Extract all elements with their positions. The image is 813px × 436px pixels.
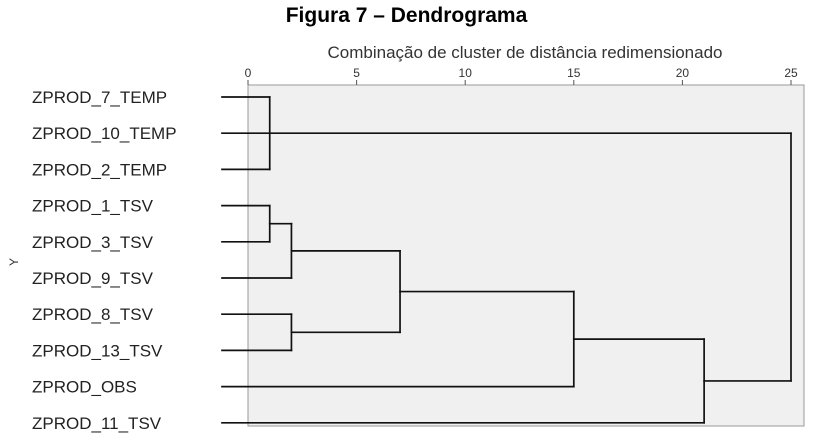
x-tick-label: 15 [567, 66, 581, 80]
figure-title: Figura 7 – Dendrograma [285, 4, 528, 27]
leaf-label: ZPROD_13_TSV [32, 341, 163, 360]
plot-area [247, 84, 805, 427]
leaf-label: ZPROD_7_TEMP [32, 88, 167, 107]
x-tick-label: 5 [353, 66, 360, 80]
leaf-label: ZPROD_10_TEMP [32, 124, 177, 143]
leaf-label: ZPROD_2_TEMP [32, 160, 167, 179]
leaf-label: ZPROD_9_TSV [32, 269, 154, 288]
leaf-label: ZPROD_3_TSV [32, 233, 154, 252]
leaf-label: ZPROD_11_TSV [32, 414, 162, 433]
leaf-label: ZPROD_1_TSV [32, 197, 154, 216]
leaf-labels: ZPROD_7_TEMP ZPROD_10_TEMP ZPROD_2_TEMP ZPR… [32, 88, 177, 433]
y-axis-title: Y [7, 258, 21, 266]
dendrogram-links [221, 96, 792, 424]
x-tick-label: 25 [784, 66, 798, 80]
leaf-label: ZPROD_8_TSV [32, 305, 154, 324]
x-tick-label: 0 [245, 66, 252, 80]
leaf-label: ZPROD_OBS [32, 378, 137, 397]
x-tick-label: 10 [459, 66, 473, 80]
x-axis-ticks: 0 5 10 15 20 25 [245, 66, 798, 85]
x-axis-title: Combinação de cluster de distância redim… [327, 43, 722, 62]
x-tick-label: 20 [676, 66, 690, 80]
